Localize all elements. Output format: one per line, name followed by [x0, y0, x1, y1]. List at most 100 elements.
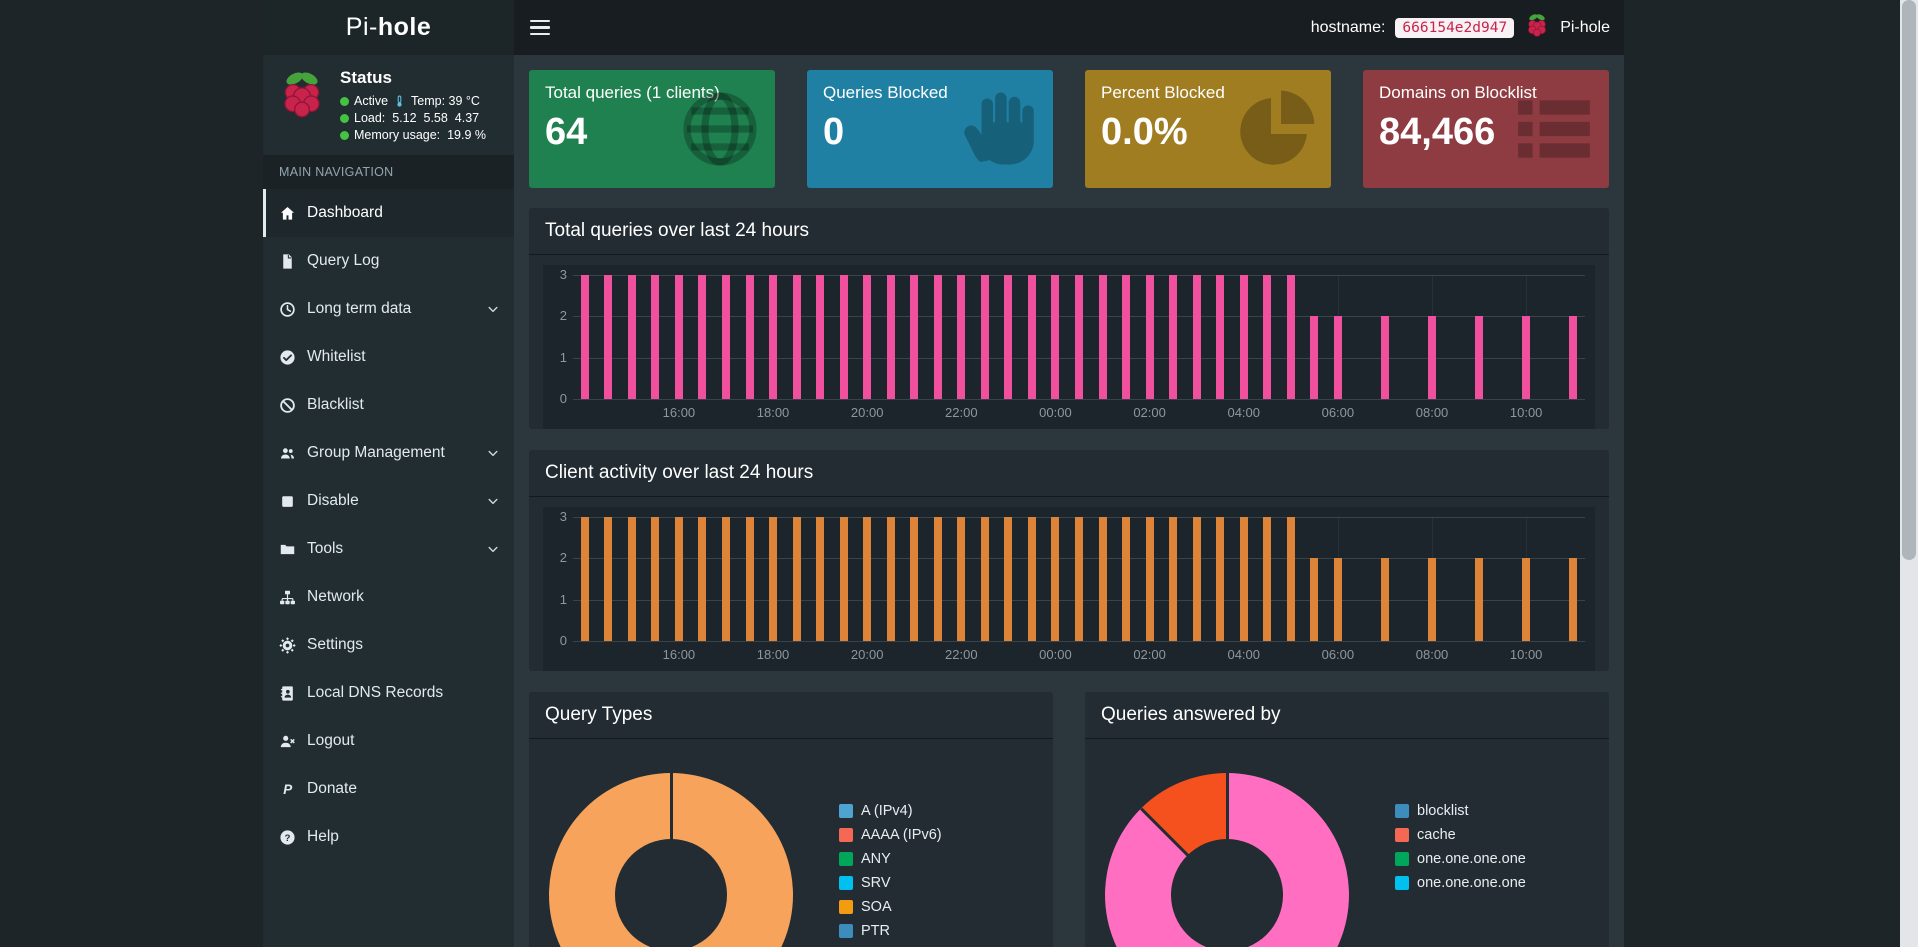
chart-bar[interactable]	[1051, 275, 1060, 399]
chart-bar[interactable]	[816, 275, 825, 399]
scrollbar-thumb[interactable]	[1902, 0, 1916, 560]
chart-bar[interactable]	[1122, 517, 1131, 641]
chart-bar[interactable]	[1286, 517, 1295, 641]
chart-bar[interactable]	[839, 517, 848, 641]
chart-bar[interactable]	[604, 275, 613, 399]
sidebar-toggle-button[interactable]	[514, 0, 566, 55]
legend-item-aaaa-ipv6[interactable]: AAAA (IPv6)	[839, 827, 942, 843]
chart-bar[interactable]	[1122, 275, 1131, 399]
chart-bar[interactable]	[745, 275, 754, 399]
sidebar-item-group-management[interactable]: Group Management	[263, 429, 514, 477]
chart-bar[interactable]	[1004, 517, 1013, 641]
query-types-donut[interactable]	[549, 773, 793, 947]
chart-bar[interactable]	[1286, 275, 1295, 399]
chart-bar[interactable]	[1475, 558, 1484, 641]
chart-bar[interactable]	[698, 275, 707, 399]
chart-bar[interactable]	[769, 275, 778, 399]
legend-item-any[interactable]: ANY	[839, 851, 942, 867]
chart-bar[interactable]	[1428, 558, 1437, 641]
legend-item-blocklist[interactable]: blocklist	[1395, 803, 1526, 819]
chart-bar[interactable]	[886, 275, 895, 399]
chart-bar[interactable]	[698, 517, 707, 641]
legend-item-cache[interactable]: cache	[1395, 827, 1526, 843]
stat-card-total-queries[interactable]: Total queries (1 clients) 64	[529, 70, 775, 188]
sidebar-item-settings[interactable]: Settings	[263, 621, 514, 669]
chart-bar[interactable]	[721, 517, 730, 641]
chart-bar[interactable]	[1263, 275, 1272, 399]
chart-bar[interactable]	[980, 517, 989, 641]
chart-bar[interactable]	[1098, 275, 1107, 399]
sidebar-item-long-term-data[interactable]: Long term data	[263, 285, 514, 333]
stat-card-percent-blocked[interactable]: Percent Blocked 0.0%	[1085, 70, 1331, 188]
chart-bar[interactable]	[1239, 275, 1248, 399]
chart-bar[interactable]	[1475, 316, 1484, 399]
chart-bar[interactable]	[1027, 517, 1036, 641]
chart-bar[interactable]	[1569, 558, 1578, 641]
chart-bar[interactable]	[627, 275, 636, 399]
chart-bar[interactable]	[957, 517, 966, 641]
chart-bar[interactable]	[863, 517, 872, 641]
sidebar-item-disable[interactable]: Disable	[263, 477, 514, 525]
chart-bar[interactable]	[1192, 517, 1201, 641]
legend-item-srv[interactable]: SRV	[839, 875, 942, 891]
chart-bar[interactable]	[1569, 316, 1578, 399]
chart-bar[interactable]	[1310, 316, 1319, 399]
chart-bar[interactable]	[1522, 558, 1531, 641]
chart-bar[interactable]	[910, 275, 919, 399]
chart-bar[interactable]	[580, 275, 589, 399]
sidebar-item-help[interactable]: ? Help	[263, 813, 514, 861]
sidebar-item-whitelist[interactable]: Whitelist	[263, 333, 514, 381]
legend-item-one-one-one-one[interactable]: one.one.one.one	[1395, 851, 1526, 867]
chart-bar[interactable]	[1075, 275, 1083, 399]
scrollbar[interactable]	[1900, 0, 1918, 947]
chart-bar[interactable]	[651, 517, 660, 641]
chart-bar[interactable]	[980, 275, 989, 399]
sidebar-item-logout[interactable]: Logout	[263, 717, 514, 765]
sidebar-item-blacklist[interactable]: Blacklist	[263, 381, 514, 429]
chart-bar[interactable]	[769, 517, 778, 641]
chart-bar[interactable]	[1145, 275, 1154, 399]
chart-bar[interactable]	[580, 517, 589, 641]
sidebar-item-local-dns-records[interactable]: Local DNS Records	[263, 669, 514, 717]
chart-bar[interactable]	[792, 517, 801, 641]
chart-bar[interactable]	[1027, 275, 1036, 399]
chart-bar[interactable]	[1310, 558, 1319, 641]
chart-bar[interactable]	[1380, 316, 1389, 399]
sidebar-item-network[interactable]: Network	[263, 573, 514, 621]
sidebar-item-tools[interactable]: Tools	[263, 525, 514, 573]
stat-card-queries-blocked[interactable]: Queries Blocked 0	[807, 70, 1053, 188]
app-logo[interactable]: Pi-hole	[263, 0, 514, 55]
chart-bar[interactable]	[651, 275, 660, 399]
stat-card-domains-on-blocklist[interactable]: Domains on Blocklist 84,466	[1363, 70, 1609, 188]
chart-bar[interactable]	[721, 275, 730, 399]
chart-bar[interactable]	[1192, 275, 1201, 399]
chart-bar[interactable]	[1263, 517, 1272, 641]
chart-bar[interactable]	[1428, 316, 1437, 399]
chart-bar[interactable]	[910, 517, 919, 641]
chart-bar[interactable]	[933, 517, 942, 641]
queries-answered-donut[interactable]	[1105, 773, 1349, 947]
chart-bar[interactable]	[1333, 316, 1342, 399]
chart-bar[interactable]	[886, 517, 895, 641]
chart-bar[interactable]	[839, 275, 848, 399]
chart-bar[interactable]	[1169, 275, 1178, 399]
chart-bar[interactable]	[816, 517, 825, 641]
chart-bar[interactable]	[1522, 316, 1531, 399]
legend-item-a-ipv4[interactable]: A (IPv4)	[839, 803, 942, 819]
chart-bar[interactable]	[1145, 517, 1154, 641]
chart-bar[interactable]	[627, 517, 636, 641]
chart-bar[interactable]	[1004, 275, 1013, 399]
chart-bar[interactable]	[863, 275, 872, 399]
chart-bar[interactable]	[957, 275, 966, 399]
chart-bar[interactable]	[1380, 558, 1389, 641]
chart-bar[interactable]	[745, 517, 754, 641]
chart-bar[interactable]	[792, 275, 801, 399]
chart-bar[interactable]	[1239, 517, 1248, 641]
chart-bar[interactable]	[674, 275, 683, 399]
chart-bar[interactable]	[1216, 275, 1225, 399]
chart-bar[interactable]	[1216, 517, 1225, 641]
chart-bar[interactable]	[1051, 517, 1060, 641]
navbar-brand-link[interactable]: Pi-hole	[1560, 18, 1610, 36]
chart-bar[interactable]	[674, 517, 683, 641]
chart-bar[interactable]	[1333, 558, 1342, 641]
